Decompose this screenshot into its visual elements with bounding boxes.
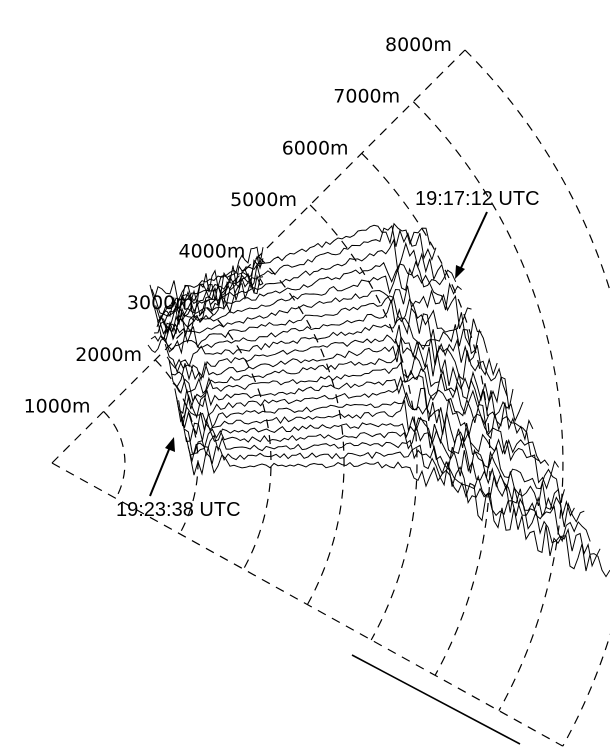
profile-trace (187, 442, 601, 568)
profile-traces (147, 222, 610, 578)
range-ring-label: 1000m (24, 395, 91, 417)
profile-trace (181, 417, 575, 517)
profile-trace (162, 246, 264, 316)
profile-trace (164, 317, 498, 377)
range-ring (154, 359, 199, 535)
profile-trace (162, 299, 488, 355)
range-rings (103, 49, 610, 747)
profile-trace (180, 400, 565, 504)
profile-trace (172, 361, 534, 442)
range-ring-label: 4000m (179, 241, 246, 263)
profile-trace (189, 451, 610, 578)
range-ring (361, 152, 491, 676)
end-time-label: 19:23:38 UTC (116, 499, 241, 521)
range-ring (258, 256, 345, 605)
profile-trace (151, 224, 437, 317)
range-ring (103, 410, 126, 499)
range-ring (206, 307, 272, 570)
start-time-arrow (459, 211, 488, 271)
range-ring-label: 2000m (75, 344, 142, 366)
range-ring-label: 5000m (230, 189, 297, 211)
start-time-label: 19:17:12 UTC (415, 188, 540, 210)
profile-trace (155, 260, 457, 333)
range-ring (464, 49, 610, 747)
profile-trace (159, 255, 264, 322)
profile-trace (184, 424, 585, 528)
range-ring-label: 7000m (333, 86, 400, 108)
profile-trace (176, 375, 550, 466)
profile-trace (178, 391, 560, 490)
profile-trace (185, 434, 591, 543)
range-ring (412, 101, 564, 711)
start-time-arrowhead (455, 265, 465, 279)
profile-trace (174, 369, 540, 462)
profile-trace (147, 277, 264, 354)
range-ring (309, 204, 418, 641)
profile-trace (161, 295, 482, 355)
profile-trace (159, 285, 472, 344)
ground-line (351, 654, 521, 745)
profile-trace (170, 345, 524, 423)
profile-trace (149, 222, 431, 304)
range-ring-label: 6000m (282, 137, 349, 159)
range-ring-label: 3000m (127, 292, 194, 314)
end-time-arrowhead (165, 437, 175, 452)
profile-trace (166, 324, 508, 397)
range-ring-label: 8000m (385, 34, 452, 56)
profile-trace (153, 238, 447, 322)
range-labels: 1000m 2000m 3000m 4000m 5000m 6000m 7000m 8000m (24, 34, 452, 417)
end-time-arrow (149, 446, 171, 497)
sector-edge (51, 462, 564, 747)
profile-trace (168, 335, 514, 410)
